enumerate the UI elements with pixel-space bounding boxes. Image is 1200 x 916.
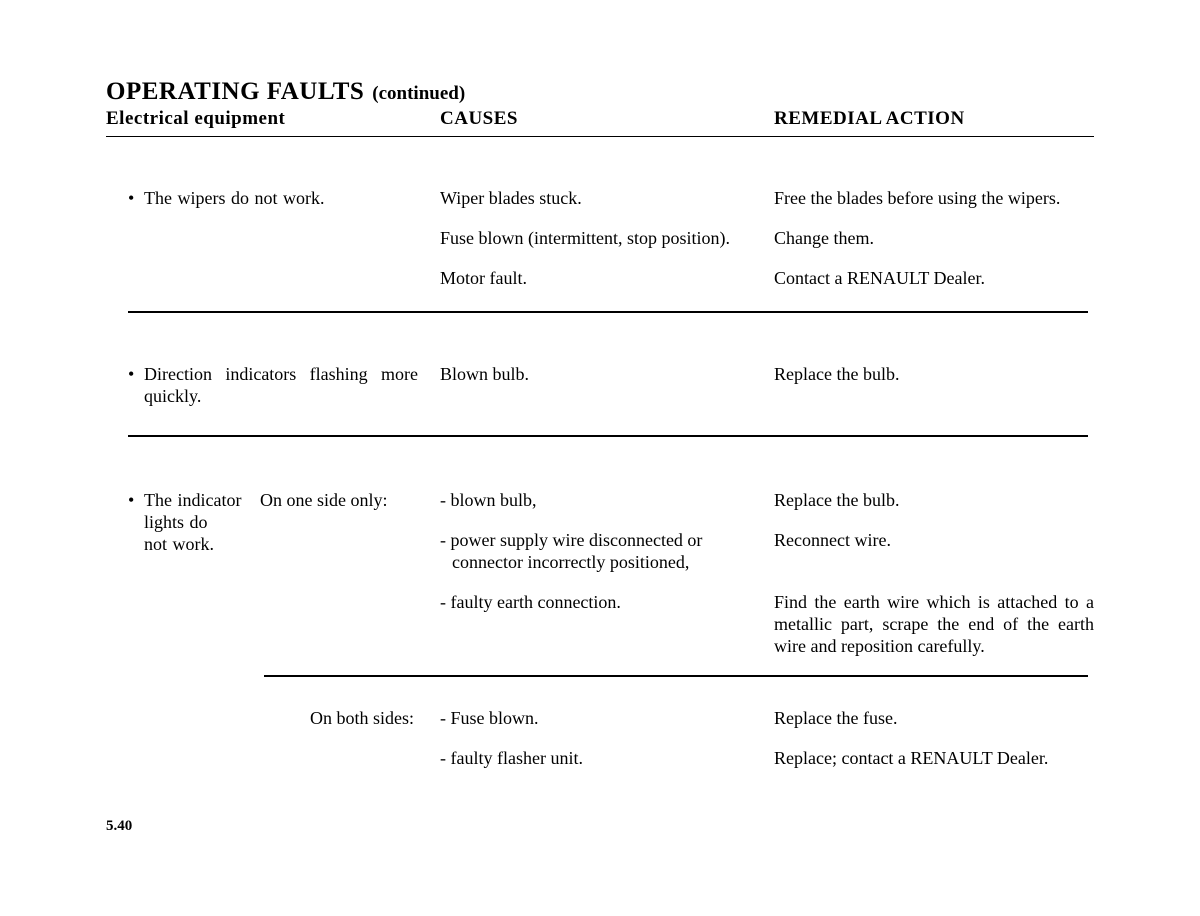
remedy-col: Replace the bulb. bbox=[774, 363, 1094, 407]
fault-col: • The indicator lights do not work. On o… bbox=[106, 489, 440, 657]
remedy-text: Replace the bulb. bbox=[774, 363, 1094, 385]
cause-text: Wiper blades stuck. bbox=[440, 187, 744, 209]
bullet-row: • The wipers do not work. bbox=[128, 187, 418, 209]
cause-text: Motor fault. bbox=[440, 267, 744, 289]
cause-text: - faulty earth connection. bbox=[440, 591, 744, 613]
cause-text: - faulty flasher unit. bbox=[440, 747, 744, 769]
remedy-text: Contact a RENAULT Dealer. bbox=[774, 267, 1094, 289]
fault-col: • Direction indicators flashing more qui… bbox=[106, 363, 440, 407]
cause-text: - Fuse blown. bbox=[440, 707, 744, 729]
page-number: 5.40 bbox=[106, 818, 132, 835]
page-title: OPERATING FAULTS bbox=[106, 78, 364, 106]
bullet-icon: • bbox=[128, 363, 144, 407]
causes-col: - Fuse blown. - faulty flasher unit. bbox=[440, 707, 774, 769]
fault-condition: On both sides: bbox=[260, 707, 418, 729]
column-headers: Electrical equipment CAUSES REMEDIAL ACT… bbox=[106, 108, 1094, 137]
fault-text: The indicator lights do not work. bbox=[144, 489, 248, 555]
causes-col: - blown bulb, - power supply wire discon… bbox=[440, 489, 774, 657]
bullet-row: • The indicator lights do not work. bbox=[128, 489, 248, 555]
fault-text: The wipers do not work. bbox=[144, 187, 418, 209]
header-remedy: REMEDIAL ACTION bbox=[774, 108, 1094, 130]
cause-inner: - power supply wire disconnected or conn… bbox=[440, 529, 744, 573]
remedy-col: Replace the bulb. Reconnect wire. Find t… bbox=[774, 489, 1094, 657]
fault-condition: On one side only: bbox=[260, 489, 418, 511]
remedy-text: Replace; contact a RENAULT Dealer. bbox=[774, 747, 1094, 769]
fault-col: On both sides: bbox=[106, 707, 440, 769]
remedy-text: Replace the bulb. bbox=[774, 489, 1094, 511]
remedy-col: Free the blades before using the wipers.… bbox=[774, 187, 1094, 289]
bullet-icon: • bbox=[128, 489, 144, 555]
title-line: OPERATING FAULTS (continued) bbox=[106, 78, 1094, 106]
fault-section: • Direction indicators flashing more qui… bbox=[106, 313, 1094, 429]
cause-text: - blown bulb, bbox=[440, 489, 744, 511]
page-title-continued: (continued) bbox=[372, 83, 465, 105]
cause-text: - power supply wire disconnected or conn… bbox=[440, 529, 744, 573]
bullet-row: • Direction indicators flashing more qui… bbox=[128, 363, 418, 407]
header-fault: Electrical equipment bbox=[106, 108, 440, 130]
header-causes: CAUSES bbox=[440, 108, 774, 130]
fault-section: • The wipers do not work. Wiper blades s… bbox=[106, 137, 1094, 311]
fault-text: Direction indicators flashing more quick… bbox=[144, 363, 418, 407]
fault-section: • The indicator lights do not work. On o… bbox=[106, 437, 1094, 657]
remedy-text: Change them. bbox=[774, 227, 1094, 249]
fault-section: On both sides: - Fuse blown. - faulty fl… bbox=[106, 677, 1094, 769]
remedy-text: Find the earth wire which is attached to… bbox=[774, 591, 1094, 657]
fault-main: The indicator lights do bbox=[144, 490, 241, 532]
causes-col: Wiper blades stuck. Fuse blown (intermit… bbox=[440, 187, 774, 289]
remedy-col: Replace the fuse. Replace; contact a REN… bbox=[774, 707, 1094, 769]
remedy-text: Replace the fuse. bbox=[774, 707, 1094, 729]
fault-col: • The wipers do not work. bbox=[106, 187, 440, 289]
remedy-inner: Free the blades before using the wipers. bbox=[774, 188, 1060, 208]
cause-text: Blown bulb. bbox=[440, 363, 744, 385]
remedy-text: Free the blades before using the wipers. bbox=[774, 187, 1094, 209]
bullet-icon: • bbox=[128, 187, 144, 209]
remedy-text: Reconnect wire. bbox=[774, 529, 1094, 551]
causes-col: Blown bulb. bbox=[440, 363, 774, 407]
fault-main2: not work. bbox=[144, 534, 214, 554]
cause-text: Fuse blown (intermittent, stop position)… bbox=[440, 227, 744, 249]
